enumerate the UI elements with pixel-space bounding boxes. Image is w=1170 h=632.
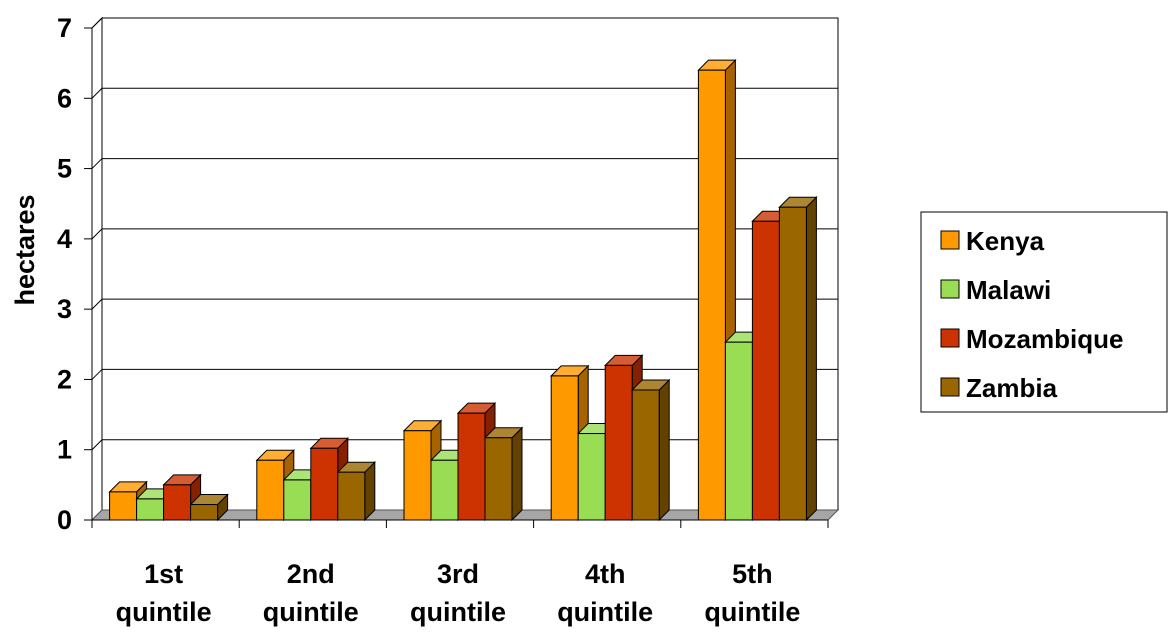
bar-mozambique — [162, 473, 202, 522]
legend-swatch-malawi — [940, 279, 960, 299]
category-label: quintile — [704, 597, 800, 627]
bar-front — [109, 491, 138, 521]
bar-front — [136, 498, 165, 521]
bar-front — [724, 341, 753, 521]
y-tick-label: 1 — [57, 435, 72, 465]
legend: Kenya Malawi Mozambique Zambia — [920, 211, 1168, 413]
gridline-side — [91, 298, 103, 310]
y-tick-label: 2 — [57, 364, 72, 394]
legend-swatch-kenya — [940, 230, 960, 250]
bar-front — [751, 220, 780, 521]
category-label: 2nd — [287, 559, 335, 589]
category-label: quintile — [263, 597, 359, 627]
bar-side — [658, 378, 670, 522]
y-tick-label: 3 — [57, 294, 72, 324]
bar-front — [163, 484, 192, 521]
legend-swatch-zambia — [940, 377, 960, 397]
bar-front — [631, 389, 660, 521]
bar-zambia — [189, 493, 229, 522]
bar-front — [550, 375, 579, 521]
bar-front — [283, 479, 312, 521]
bar-front — [577, 433, 606, 521]
gridline-side — [91, 369, 103, 380]
category-label: quintile — [116, 597, 212, 627]
bar-side — [805, 196, 817, 522]
category-label: quintile — [410, 597, 506, 627]
bar-front — [403, 430, 432, 521]
y-tick-label: 6 — [57, 83, 72, 113]
bar-front — [430, 459, 459, 521]
legend-label-malawi: Malawi — [966, 275, 1051, 305]
legend-label-zambia: Zambia — [966, 373, 1058, 403]
axes — [84, 27, 829, 528]
bars — [108, 58, 818, 522]
bar-zambia — [483, 426, 524, 522]
bar-side — [511, 426, 523, 522]
bar-front — [190, 504, 219, 521]
category-label: 5th — [732, 559, 773, 589]
category-label: quintile — [557, 597, 653, 627]
category-label: 3rd — [437, 559, 479, 589]
gridline-side — [91, 158, 103, 169]
y-tick-label: 0 — [57, 505, 72, 535]
gridline-side — [91, 228, 103, 240]
legend-swatch-mozambique — [940, 328, 960, 348]
y-tick-label: 5 — [57, 154, 72, 184]
category-label: 1st — [144, 559, 183, 589]
bar-front — [778, 206, 807, 521]
bar-front — [256, 459, 285, 521]
gridline-side — [91, 17, 103, 29]
y-tick-label: 4 — [57, 224, 72, 254]
bar-front — [697, 69, 726, 521]
legend-box — [920, 211, 1168, 413]
legend-label-kenya: Kenya — [966, 226, 1045, 256]
category-labels: 1st quintile 2nd quintile 3rd quintile 4th quin… — [116, 559, 801, 627]
bar-zambia — [778, 196, 818, 522]
bar-front — [337, 471, 366, 521]
y-tick-labels: 0 1 2 3 4 5 6 7 — [57, 13, 72, 535]
bar-front — [604, 364, 633, 521]
y-tick-label: 7 — [57, 13, 72, 43]
category-label: 4th — [585, 559, 626, 589]
bar-front — [484, 437, 513, 521]
bar-zambia — [336, 460, 377, 522]
gridline-side — [91, 87, 103, 99]
bar-front — [457, 412, 486, 521]
legend-label-mozambique: Mozambique — [966, 324, 1123, 354]
bar-front — [310, 447, 339, 521]
y-axis-title: hectares — [10, 194, 40, 305]
gridline-side — [91, 439, 103, 451]
bar-zambia — [630, 378, 671, 522]
